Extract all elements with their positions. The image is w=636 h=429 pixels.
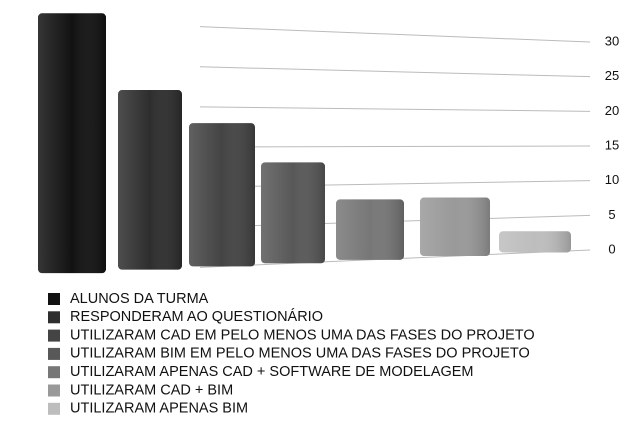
grid-line: [199, 66, 591, 78]
grid-line: [199, 180, 591, 188]
bar-shade: [336, 199, 404, 260]
legend-label: UTILIZARAM APENAS BIM: [70, 401, 248, 417]
grid-line: [199, 106, 591, 112]
grid-line: [199, 26, 591, 43]
bar-shade: [499, 231, 571, 253]
bar-shade: [420, 197, 490, 257]
y-tick-label: 30: [605, 33, 619, 48]
legend-swatch: [48, 402, 60, 415]
legend-label: UTILIZARAM BIM EM PELO MENOS UMA DAS FAS…: [70, 346, 530, 362]
y-tick-label: 0: [608, 241, 615, 256]
legend-label: UTILIZARAM CAD + BIM: [70, 382, 233, 398]
bar-shade: [38, 13, 106, 274]
legend-swatch: [48, 366, 60, 379]
y-tick-label: 15: [605, 137, 619, 152]
grid-line: [199, 145, 591, 148]
legend-swatch: [48, 293, 60, 305]
legend-label: ALUNOS DA TURMA: [70, 291, 209, 307]
legend-swatch: [48, 384, 60, 397]
y-tick-label: 20: [605, 103, 619, 118]
legend-label: UTILIZARAM APENAS CAD + SOFTWARE DE MODE…: [70, 364, 474, 380]
bar-shade: [261, 162, 325, 264]
bar-shade: [118, 90, 182, 270]
legend-swatch: [48, 329, 60, 342]
y-tick-label: 10: [605, 172, 619, 187]
legend-label: UTILIZARAM CAD EM PELO MENOS UMA DAS FAS…: [70, 327, 535, 343]
y-tick-label: 25: [605, 68, 619, 83]
y-tick-label: 5: [608, 207, 615, 222]
bar-shade: [189, 123, 255, 267]
legend-label: RESPONDERAM AO QUESTIONÁRIO: [70, 308, 323, 325]
legend-swatch: [48, 311, 60, 324]
legend-swatch: [48, 347, 60, 360]
